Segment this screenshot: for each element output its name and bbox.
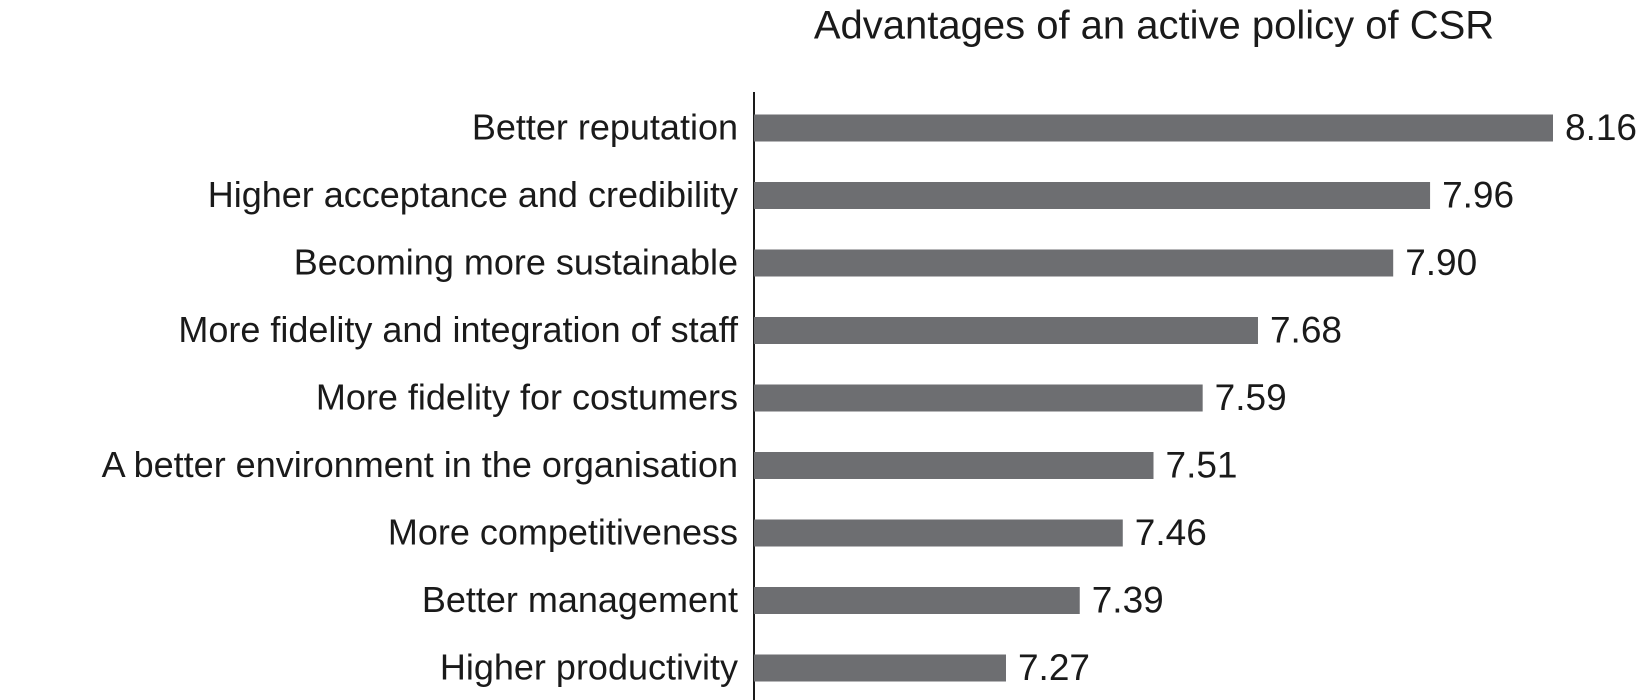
bar [754,182,1431,209]
value-label: 7.59 [1215,377,1287,418]
bar [754,654,1006,682]
y-tick-label: Higher productivity [440,647,738,688]
value-label: 8.16 [1565,107,1637,148]
bar [754,114,1553,142]
value-label: 7.96 [1442,174,1514,215]
y-tick-label: Higher acceptance and credibility [208,174,738,215]
bar [754,317,1258,344]
bar [754,384,1203,412]
chart-title: Advantages of an active policy of CSR [814,4,1494,48]
bar [754,519,1123,547]
value-label: 7.46 [1135,512,1207,553]
bar [754,249,1394,277]
y-tick-label: More competitiveness [388,512,738,553]
y-tick-label: Better reputation [472,107,738,148]
value-label: 7.39 [1092,579,1164,620]
value-label: 7.27 [1018,647,1090,688]
y-tick-label: Becoming more sustainable [294,242,738,283]
y-tick-label: More fidelity and integration of staff [178,309,739,350]
bar [754,452,1154,479]
value-label: 7.51 [1166,444,1238,485]
y-tick-label: A better environment in the organisation [102,444,738,485]
y-tick-label: More fidelity for costumers [316,377,738,418]
value-label: 7.90 [1405,242,1477,283]
y-tick-label: Better management [422,579,738,620]
bar [754,587,1080,614]
value-label: 7.68 [1270,309,1342,350]
